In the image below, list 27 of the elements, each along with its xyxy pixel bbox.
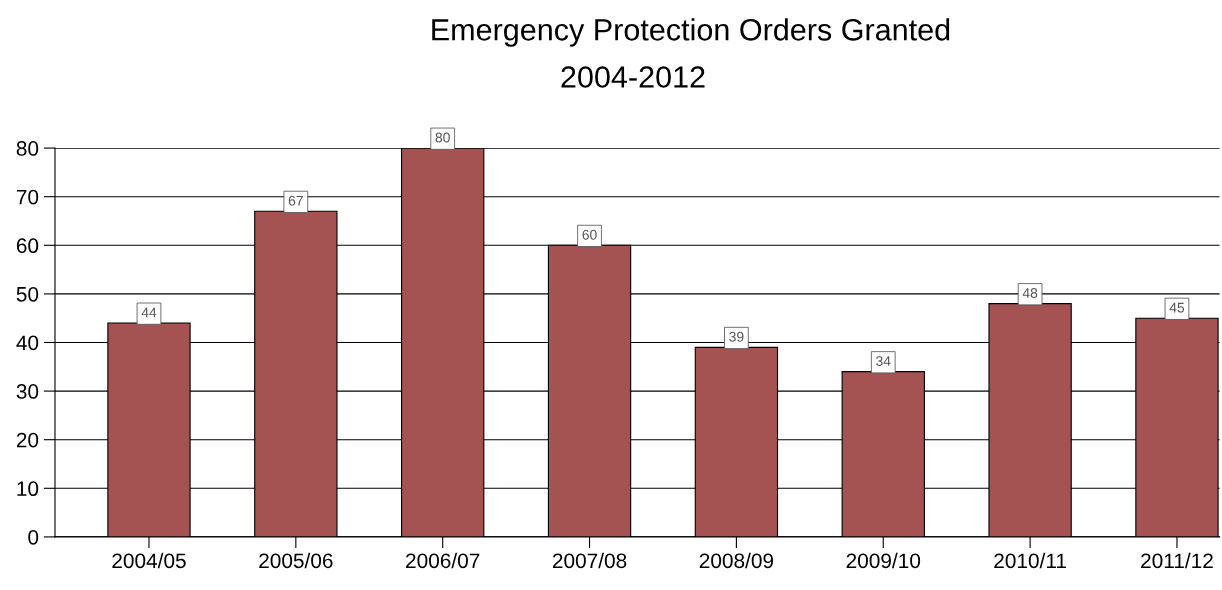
- y-tick-label: 70: [16, 189, 39, 205]
- y-tick-label: 0: [28, 529, 39, 545]
- y-tick-label: 30: [16, 384, 39, 399]
- x-tick-label: 2011/12: [1141, 552, 1213, 569]
- data-label: 48: [1022, 288, 1038, 298]
- y-tick-label: 60: [16, 238, 39, 254]
- x-tick-label: 2005/06: [259, 552, 333, 569]
- y-tick-label: 40: [16, 335, 39, 351]
- data-label: 67: [288, 195, 303, 206]
- chart-subtitle: 2004-2012: [561, 66, 705, 88]
- data-label: 45: [1169, 302, 1185, 313]
- chart-title: Emergency Protection Orders Granted: [432, 18, 950, 47]
- data-label: 60: [582, 229, 597, 240]
- data-label: 80: [435, 132, 450, 143]
- x-tick-label: 2008/09: [699, 552, 774, 569]
- x-tick-label: 2009/10: [846, 552, 921, 569]
- y-tick-label: 50: [16, 286, 39, 302]
- data-label: 39: [729, 331, 744, 342]
- x-tick-label: 2007/08: [552, 552, 627, 569]
- y-tick-label: 80: [16, 141, 39, 156]
- data-label: 44: [141, 307, 157, 318]
- x-tick-label: 2004/05: [112, 552, 186, 569]
- x-tick-label: 2010/11: [994, 552, 1066, 569]
- y-tick-label: 20: [16, 432, 39, 448]
- y-tick-label: 10: [17, 481, 39, 497]
- x-tick-label: 2006/07: [406, 552, 480, 569]
- data-label: 34: [876, 356, 891, 366]
